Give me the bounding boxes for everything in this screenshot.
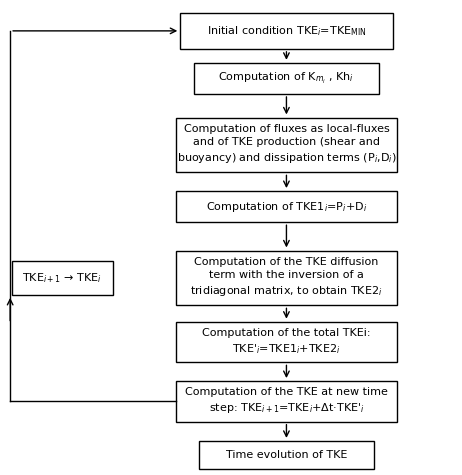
Text: Computation of the total TKEi:
TKE'$_i$=TKE1$_i$+TKE2$_i$: Computation of the total TKEi: TKE'$_i$=… [202, 328, 371, 356]
FancyBboxPatch shape [176, 251, 397, 305]
Text: Computation of the TKE diffusion
term with the inversion of a
tridiagonal matrix: Computation of the TKE diffusion term wi… [190, 257, 383, 298]
Text: Time evolution of TKE: Time evolution of TKE [226, 450, 347, 460]
FancyBboxPatch shape [199, 441, 374, 469]
FancyBboxPatch shape [176, 381, 397, 422]
Text: Computation of the TKE at new time
step: TKE$_{i+1}$=TKE$_i$+Δt·TKE'$_i$: Computation of the TKE at new time step:… [185, 388, 388, 415]
Text: Computation of TKE1$_i$=P$_i$+D$_i$: Computation of TKE1$_i$=P$_i$+D$_i$ [206, 200, 367, 214]
FancyBboxPatch shape [176, 118, 397, 172]
FancyBboxPatch shape [176, 322, 397, 362]
Text: Computation of K$_{m_i}$ , Kh$_i$: Computation of K$_{m_i}$ , Kh$_i$ [219, 71, 354, 86]
FancyBboxPatch shape [12, 261, 113, 295]
Text: Computation of fluxes as local-fluxes
and of TKE production (shear and
buoyancy): Computation of fluxes as local-fluxes an… [176, 124, 396, 165]
FancyBboxPatch shape [194, 63, 379, 94]
Text: Initial condition TKE$_i$=TKE$_{\mathrm{MIN}}$: Initial condition TKE$_i$=TKE$_{\mathrm{… [207, 24, 366, 38]
Text: TKE$_{i+1}$ → TKE$_i$: TKE$_{i+1}$ → TKE$_i$ [22, 271, 103, 285]
FancyBboxPatch shape [176, 191, 397, 222]
FancyBboxPatch shape [180, 13, 393, 48]
